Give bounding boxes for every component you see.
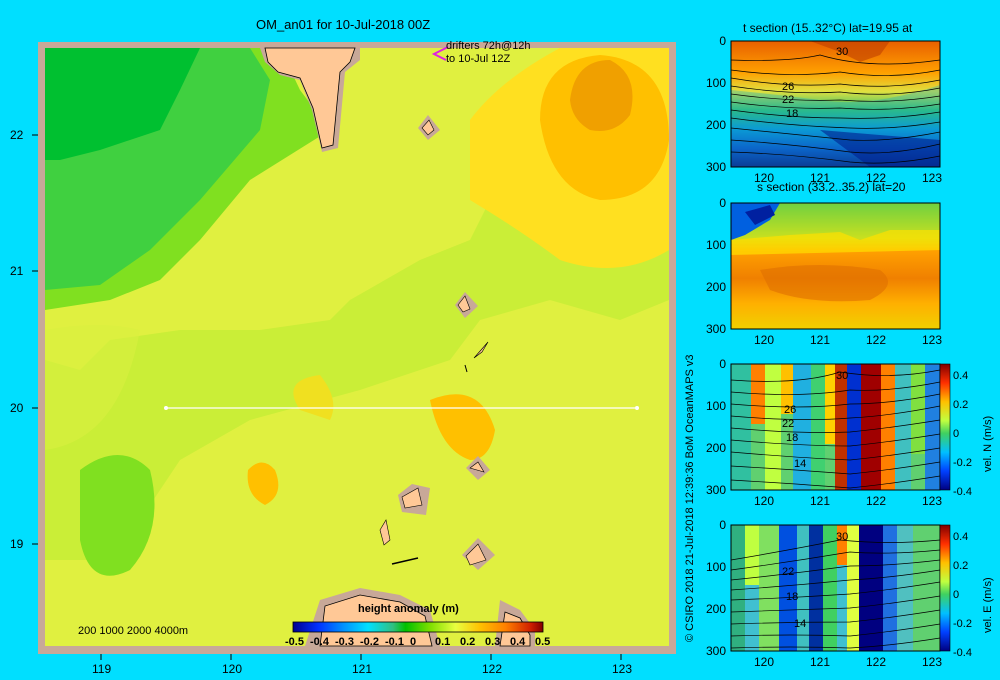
panel-x-tick: 122 bbox=[866, 494, 887, 508]
colorbar-tick-label: -0.5 bbox=[285, 636, 304, 648]
vel-colorbar-label: vel. N (m/s) bbox=[982, 415, 994, 472]
panel-y-tick: 200 bbox=[705, 602, 726, 616]
panel-x-tick: 121 bbox=[810, 333, 831, 347]
contour-label: 30 bbox=[836, 46, 849, 58]
panel-y-tick: 100 bbox=[705, 399, 726, 413]
colorbar-tick-label: 0.1 bbox=[435, 636, 451, 648]
s-section-plot bbox=[731, 203, 940, 329]
vel-colorbar-tick: -0.4 bbox=[953, 486, 972, 498]
map-title: OM_an01 for 10-Jul-2018 00Z bbox=[256, 17, 431, 32]
lon-tick: 120 bbox=[222, 662, 243, 676]
panel-x-tick: 123 bbox=[922, 655, 943, 669]
height-anomaly-field bbox=[45, 48, 669, 646]
vel-colorbar-tick: -0.2 bbox=[953, 457, 972, 469]
panel-y-tick: 300 bbox=[705, 644, 726, 658]
depth-legend: 200 1000 2000 4000m bbox=[78, 625, 189, 637]
contour-label: 30 bbox=[836, 531, 849, 543]
contour-label: 18 bbox=[786, 432, 799, 444]
panel-y-tick: 0 bbox=[719, 518, 726, 532]
contour-label: 22 bbox=[782, 418, 795, 430]
panel-y-tick: 0 bbox=[719, 196, 726, 210]
vel-n-section-plot bbox=[730, 364, 941, 490]
lat-tick: 21 bbox=[10, 264, 24, 278]
drifters-label-2: to 10-Jul 12Z bbox=[446, 53, 511, 65]
vel-n-colorbar bbox=[939, 363, 951, 491]
panel-x-tick: 123 bbox=[922, 494, 943, 508]
t-section-plot bbox=[730, 41, 941, 167]
vel-colorbar-tick: 0.4 bbox=[953, 370, 969, 382]
panel-y-tick: 0 bbox=[719, 34, 726, 48]
s-section-title: s section (33.2..35.2) lat=20 bbox=[757, 180, 906, 194]
vel-colorbar-tick: 0.4 bbox=[953, 531, 969, 543]
vel-colorbar-label: vel. E (m/s) bbox=[982, 577, 994, 633]
contour-label: 14 bbox=[794, 618, 807, 630]
contour-label: 30 bbox=[836, 370, 849, 382]
colorbar-tick-label: 0.4 bbox=[510, 636, 526, 648]
panel-y-tick: 200 bbox=[705, 280, 726, 294]
colorbar-tick-label: 0 bbox=[410, 636, 417, 648]
panel-y-tick: 300 bbox=[705, 322, 726, 336]
colorbar-tick-label: 0.5 bbox=[535, 636, 551, 648]
lat-tick: 20 bbox=[10, 401, 24, 415]
section-line bbox=[164, 406, 639, 410]
lon-tick: 119 bbox=[92, 662, 112, 676]
colorbar-tick-label: 0.3 bbox=[485, 636, 501, 648]
panel-x-tick: 121 bbox=[810, 171, 831, 185]
land-islands bbox=[379, 115, 495, 570]
panel-x-tick: 122 bbox=[866, 333, 887, 347]
panel-x-tick: 122 bbox=[866, 655, 887, 669]
panel-y-tick: 300 bbox=[705, 483, 726, 497]
contour-label: 18 bbox=[786, 108, 799, 120]
vel-colorbar-tick: 0 bbox=[953, 428, 960, 440]
vel-colorbar-tick: -0.4 bbox=[953, 647, 972, 659]
panel-x-tick: 123 bbox=[922, 171, 943, 185]
contour-label: 26 bbox=[782, 81, 795, 93]
colorbar-tick-label: -0.3 bbox=[335, 636, 354, 648]
drifter-marker bbox=[431, 46, 449, 61]
height-colorbar bbox=[292, 621, 544, 633]
panel-x-tick: 122 bbox=[866, 171, 887, 185]
lon-tick: 123 bbox=[612, 662, 633, 676]
panel-x-tick: 121 bbox=[810, 655, 831, 669]
contour-label: 18 bbox=[786, 591, 799, 603]
drifters-label-1: drifters 72h@12h bbox=[446, 40, 531, 52]
vel-colorbar-tick: 0.2 bbox=[953, 399, 969, 411]
lat-tick: 22 bbox=[10, 128, 24, 142]
vel-e-section-plot bbox=[730, 525, 941, 651]
panel-x-tick: 121 bbox=[810, 494, 831, 508]
lat-tick: 19 bbox=[10, 537, 24, 551]
panel-y-tick: 200 bbox=[705, 118, 726, 132]
contour-label: 26 bbox=[784, 404, 797, 416]
contour-label: 22 bbox=[782, 94, 795, 106]
vel-colorbar-tick: 0.2 bbox=[953, 560, 969, 572]
vel-colorbar-tick: 0 bbox=[953, 589, 960, 601]
panel-y-tick: 0 bbox=[719, 357, 726, 371]
contour-label: 14 bbox=[794, 458, 807, 470]
panel-x-tick: 120 bbox=[754, 494, 775, 508]
panel-y-tick: 100 bbox=[705, 76, 726, 90]
lon-tick: 122 bbox=[482, 662, 503, 676]
panel-y-tick: 300 bbox=[705, 160, 726, 174]
map-tick-marks bbox=[32, 134, 622, 660]
panel-x-tick: 120 bbox=[754, 655, 775, 669]
colorbar-tick-label: -0.4 bbox=[310, 636, 329, 648]
panel-y-tick: 100 bbox=[705, 560, 726, 574]
panel-x-tick: 123 bbox=[922, 333, 943, 347]
vel-colorbar-tick: -0.2 bbox=[953, 618, 972, 630]
panel-y-tick: 100 bbox=[705, 238, 726, 252]
panel-x-tick: 120 bbox=[754, 333, 775, 347]
colorbar-tick-label: 0.2 bbox=[460, 636, 476, 648]
credit-text: © CSIRO 2018 21-Jul-2018 12:39:36 BoM Oc… bbox=[684, 354, 696, 642]
colorbar-tick-label: -0.1 bbox=[385, 636, 404, 648]
lon-tick: 121 bbox=[352, 662, 373, 676]
t-section-title: t section (15..32°C) lat=19.95 at bbox=[743, 21, 913, 35]
land-taiwan bbox=[260, 47, 360, 152]
contour-label: 22 bbox=[782, 566, 795, 578]
colorbar-tick-label: -0.2 bbox=[360, 636, 379, 648]
panel-y-tick: 200 bbox=[705, 441, 726, 455]
colorbar-title: height anomaly (m) bbox=[358, 603, 459, 615]
panel-x-tick: 120 bbox=[754, 171, 775, 185]
vel-e-colorbar bbox=[939, 524, 951, 652]
